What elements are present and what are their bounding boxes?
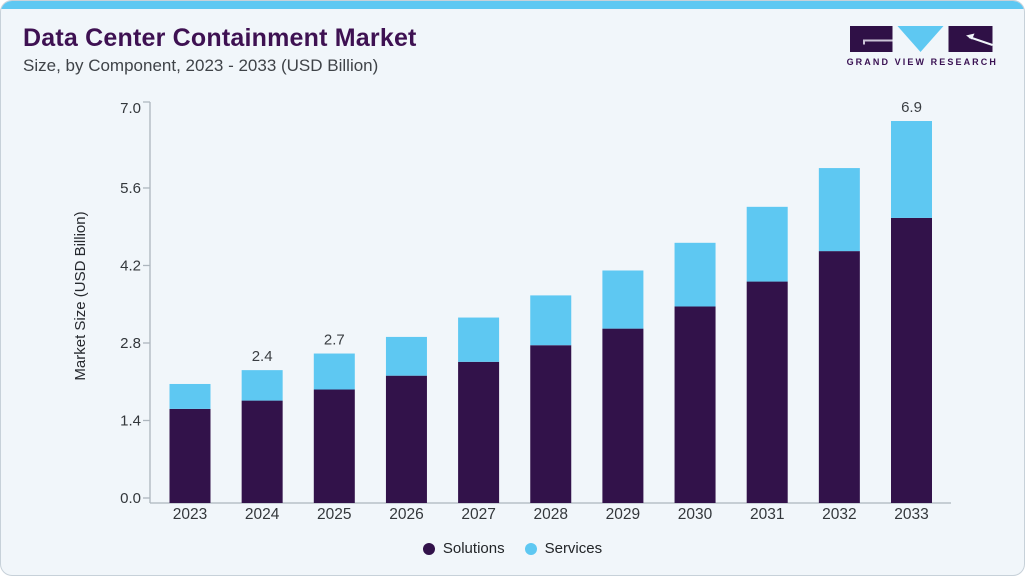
bar-2033-solutions	[891, 217, 932, 503]
bar-2027-solutions	[458, 361, 500, 503]
y-axis-title: Market Size (USD Billion)	[72, 211, 89, 380]
accent-strip	[1, 1, 1024, 9]
y-tick-label: 1.4	[120, 412, 141, 429]
bar-2031-services	[746, 206, 788, 282]
x-axis-label: 2029	[606, 506, 640, 523]
legend-item-services: Services	[524, 540, 603, 557]
x-axis-label: 2023	[173, 506, 207, 523]
bar-2024-solutions	[241, 400, 283, 503]
bar-2032-services	[818, 168, 860, 252]
chart-header: Data Center Containment Market Size, by …	[23, 25, 417, 76]
grand-view-research-logo: GRAND VIEW RESEARCH	[847, 26, 998, 67]
value-label-2024: 2.4	[252, 348, 273, 365]
y-tick-label: 7.0	[120, 100, 141, 117]
logo-v-triangle	[897, 26, 944, 52]
y-tick-label: 5.6	[120, 180, 141, 197]
bar-2023-solutions	[169, 408, 211, 503]
x-axis-label: 2024	[245, 506, 280, 523]
logo-r-block	[948, 26, 993, 52]
bar-2026-solutions	[385, 375, 427, 503]
x-axis-label: 2030	[678, 506, 713, 523]
bar-2030-solutions	[674, 306, 716, 503]
legend-label: Services	[544, 540, 603, 557]
bar-2029-solutions	[602, 328, 644, 503]
x-axis-label: 2028	[534, 506, 568, 523]
value-label-2025: 2.7	[324, 332, 345, 349]
y-tick-label: 2.8	[120, 335, 141, 352]
page-subtitle: Size, by Component, 2023 - 2033 (USD Bil…	[23, 56, 379, 75]
y-tick-label: 4.2	[120, 257, 141, 274]
chart-legend: Solutions Services	[1, 540, 1024, 557]
bar-2032-solutions	[818, 251, 860, 503]
bar-2024-services	[241, 370, 283, 401]
page-title: Data Center Containment Market	[23, 24, 417, 52]
x-axis-label: 2026	[389, 506, 423, 523]
value-label-2033: 6.9	[901, 99, 922, 116]
legend-dot-services	[524, 542, 537, 555]
x-axis-label: 2025	[317, 506, 351, 523]
bar-2027-services	[458, 317, 500, 362]
bar-2023-services	[169, 383, 211, 409]
legend-label: Solutions	[442, 540, 505, 557]
bar-2025-services	[313, 353, 355, 390]
bar-2028-services	[530, 295, 572, 346]
bar-2025-solutions	[313, 389, 355, 503]
bar-2031-solutions	[746, 281, 788, 503]
bar-2033-services	[891, 121, 932, 218]
logo-g-block	[849, 26, 893, 52]
x-axis-label: 2033	[894, 506, 928, 523]
x-axis-label: 2027	[461, 506, 495, 523]
bar-2029-services	[602, 270, 644, 329]
gvr-logo-icon	[849, 26, 993, 52]
logo-r-leg	[968, 36, 993, 46]
logo-r-arrowhead	[965, 33, 975, 40]
legend-dot-solutions	[422, 542, 435, 555]
bar-2028-solutions	[530, 345, 572, 503]
x-axis-label: 2031	[750, 506, 784, 523]
legend-item-solutions: Solutions	[422, 540, 505, 557]
x-axis-label: 2032	[822, 506, 856, 523]
bar-2030-services	[674, 242, 716, 307]
y-tick-label: 0.0	[120, 490, 141, 507]
bar-2026-services	[385, 336, 427, 376]
logo-g-glyph	[862, 39, 893, 45]
logo-text: GRAND VIEW RESEARCH	[846, 57, 998, 67]
